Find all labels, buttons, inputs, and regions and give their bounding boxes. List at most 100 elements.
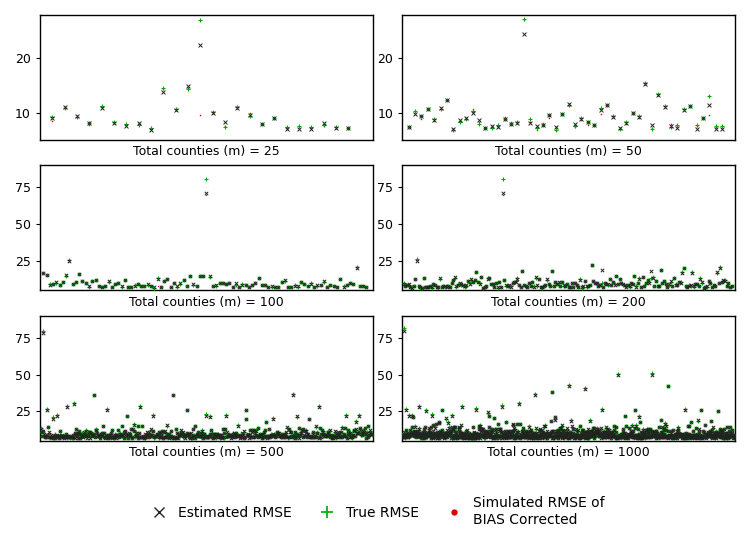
Point [211,430,223,439]
Point [111,431,123,439]
Point [440,431,452,440]
Point [589,423,601,432]
Point [438,433,450,442]
Point [634,274,646,283]
Point [690,432,702,441]
Point [136,433,148,442]
Point [435,431,447,440]
Point [533,433,545,441]
Point [139,281,151,290]
Point [530,122,542,130]
Point [148,433,160,441]
Point [497,430,509,438]
Point [586,432,598,440]
Point [142,429,154,437]
Point [350,417,362,425]
Point [410,430,422,438]
Point [496,433,508,442]
Point [546,388,558,396]
Point [134,429,146,437]
Point [674,432,686,440]
Point [177,428,189,437]
Point [484,431,496,440]
Point [298,280,310,288]
Point [343,430,355,438]
Point [512,426,524,435]
Point [275,278,287,286]
Point [404,431,416,439]
Point [233,283,245,292]
Point [364,426,376,435]
Point [203,432,215,440]
Point [716,426,728,435]
Point [508,426,520,435]
Point [563,427,575,436]
Point [152,273,164,282]
Point [557,433,569,442]
Point [621,433,633,441]
Point [597,433,609,441]
Point [645,431,657,440]
Point [652,433,664,441]
Point [280,429,292,438]
Point [690,432,702,440]
Point [79,432,91,441]
Point [400,405,412,414]
Point [332,430,344,438]
Point [463,429,475,438]
Point [123,430,135,438]
Point [265,431,277,440]
Point [202,433,214,441]
Point [200,189,212,198]
Point [104,431,116,439]
Point [674,431,686,440]
Point [470,406,482,414]
Point [417,428,429,437]
Point [587,424,599,432]
Point [286,391,298,400]
Point [451,282,463,291]
Point [506,427,518,436]
Point [644,426,656,434]
Point [91,429,103,437]
Point [86,432,98,440]
Point [262,434,274,443]
Point [478,434,490,443]
Point [448,272,460,281]
Point [701,282,713,291]
Point [548,433,560,441]
Point [100,431,112,439]
Point [87,430,99,438]
Point [344,428,356,437]
Point [404,430,416,438]
Point [169,433,181,442]
Point [484,423,496,431]
Point [80,279,92,288]
Point [328,432,340,441]
Point [680,434,692,443]
Point [657,429,669,438]
Point [596,432,608,441]
Point [569,431,581,439]
Point [53,431,64,439]
Point [714,433,726,441]
Point [641,429,653,438]
Point [423,424,435,432]
Point [327,433,339,442]
Point [86,431,98,439]
Point [258,427,270,436]
Point [214,279,226,288]
Point [693,425,705,434]
Point [656,416,668,425]
Point [572,282,584,291]
Point [412,427,424,436]
Point [548,413,560,421]
Point [716,433,728,441]
Point [450,430,462,439]
Point [92,432,104,440]
Point [108,118,120,126]
Point [112,278,125,287]
Point [190,282,202,291]
Point [602,279,614,288]
Point [416,430,428,438]
